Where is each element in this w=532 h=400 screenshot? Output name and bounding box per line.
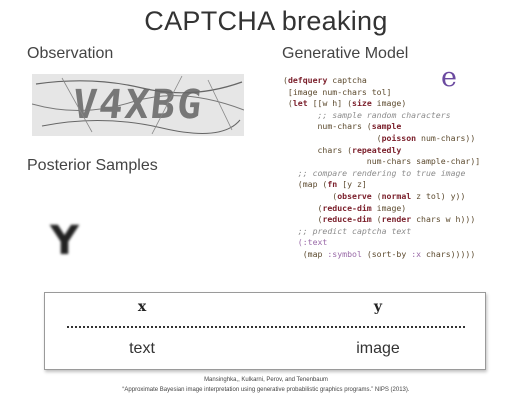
posterior-samples-heading: Posterior Samples [27, 157, 158, 174]
citation-reference: “Approximate Bayesian image interpretati… [122, 387, 410, 393]
code-block: (defquery captcha [image num-chars tol] … [283, 75, 481, 259]
posterior-sample-glyph: Y [50, 218, 79, 264]
cell-text: text [129, 340, 155, 357]
captcha-image: V4XBG [32, 74, 244, 136]
header-y: y [373, 299, 383, 315]
header-x: x [137, 299, 147, 315]
slide-title: CAPTCHA breaking [144, 6, 388, 36]
captcha-noise [32, 75, 244, 135]
dotted-divider [67, 326, 465, 328]
citation-authors: Mansinghka,, Kulkarni, Perov, and Tenenb… [204, 377, 328, 383]
observation-heading: Observation [27, 45, 114, 62]
xy-table: x y text image [44, 292, 486, 370]
generative-model-heading: Generative Model [282, 45, 409, 62]
cell-image: image [356, 340, 400, 357]
anglican-logo-icon: e [441, 62, 457, 93]
